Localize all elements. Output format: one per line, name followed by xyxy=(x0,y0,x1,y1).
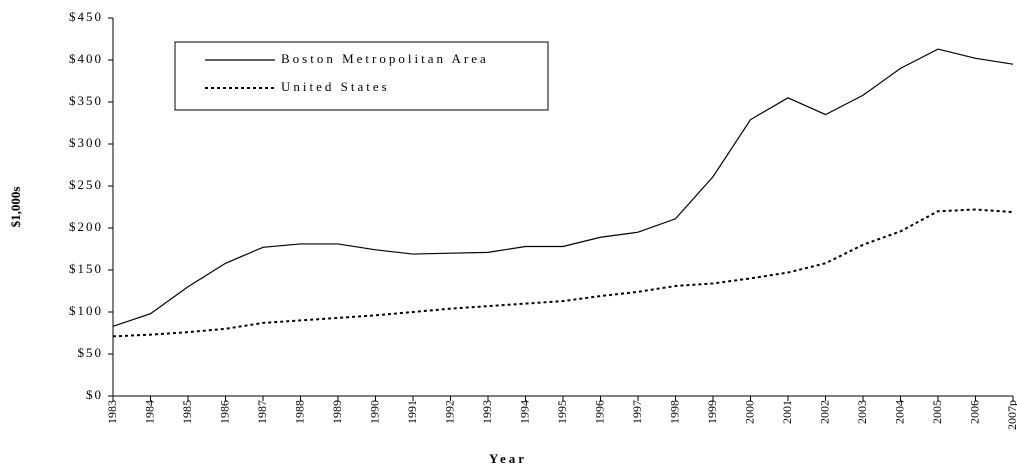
x-axis-label: Year xyxy=(489,451,527,466)
y-tick-label: $0 xyxy=(86,387,103,402)
x-tick-label: 1994 xyxy=(517,400,531,424)
x-tick-label: 2000 xyxy=(742,400,756,424)
x-tick-label: 1988 xyxy=(292,400,306,424)
x-tick-label: 2004 xyxy=(892,400,906,424)
x-tick-label: 1989 xyxy=(330,400,344,424)
x-tick-label: 2007p xyxy=(1005,400,1017,430)
x-tick-label: 1986 xyxy=(217,400,231,424)
legend-box xyxy=(174,41,549,111)
x-tick-label: 1999 xyxy=(705,400,719,424)
x-tick-label: 2005 xyxy=(930,400,944,424)
legend-label: United States xyxy=(281,79,390,94)
legend-label: Boston Metropolitan Area xyxy=(281,51,489,66)
x-tick-label: 1987 xyxy=(255,400,269,424)
y-tick-label: $50 xyxy=(78,345,104,360)
x-tick-label: 1983 xyxy=(105,400,119,424)
y-tick-label: $450 xyxy=(69,9,103,24)
y-tick-label: $300 xyxy=(69,135,103,150)
x-tick-label: 1984 xyxy=(142,400,156,424)
y-tick-label: $100 xyxy=(69,303,103,318)
x-tick-label: 1995 xyxy=(555,400,569,424)
y-tick-label: $150 xyxy=(69,261,103,276)
x-tick-label: 1998 xyxy=(667,400,681,424)
x-tick-label: 1990 xyxy=(367,400,381,424)
y-tick-label: $400 xyxy=(69,51,103,66)
x-tick-label: 2006 xyxy=(967,400,981,424)
series-line xyxy=(112,48,1014,327)
x-tick-label: 2001 xyxy=(780,400,794,424)
y-tick-label: $250 xyxy=(69,177,103,192)
x-tick-label: 1985 xyxy=(180,400,194,424)
x-tick-label: 1991 xyxy=(405,400,419,424)
x-tick-label: 1993 xyxy=(480,400,494,424)
x-tick-label: 2002 xyxy=(817,400,831,424)
y-tick-label: $350 xyxy=(69,93,103,108)
x-tick-label: 1992 xyxy=(442,400,456,424)
x-tick-label: 1997 xyxy=(630,400,644,424)
x-tick-label: 2003 xyxy=(855,400,869,424)
series-line xyxy=(112,208,1014,338)
y-axis-label: $1,000s xyxy=(8,187,23,228)
y-tick-label: $200 xyxy=(69,219,103,234)
x-tick-label: 1996 xyxy=(592,400,606,424)
